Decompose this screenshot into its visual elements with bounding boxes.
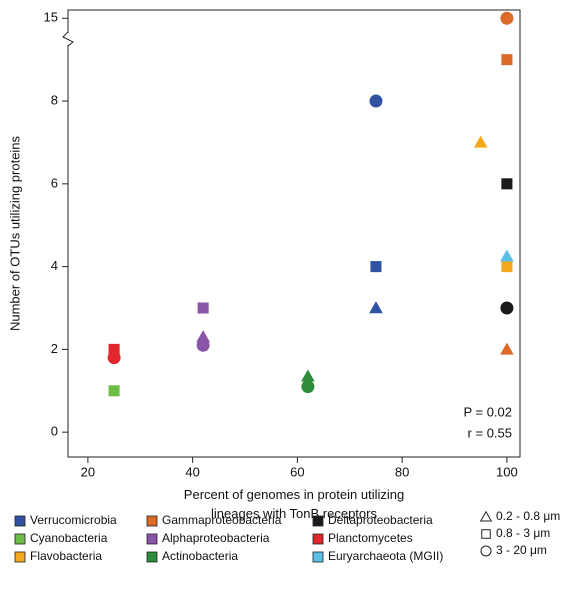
point — [196, 338, 210, 352]
y-tick-label: 15 — [44, 10, 58, 25]
y-tick-label: 2 — [51, 341, 58, 356]
size-legend-label: 0.2 - 0.8 μm — [496, 509, 560, 523]
annotation: P = 0.02 — [463, 404, 512, 419]
point — [197, 302, 209, 314]
x-axis-label: Percent of genomes in protein utilizing l… — [184, 487, 404, 521]
legend-label: Gammaproteobacteria — [162, 513, 282, 527]
point — [196, 330, 210, 343]
legend-swatch — [14, 515, 26, 527]
legend-label: Verrucomicrobia — [30, 513, 117, 527]
legend-swatch — [312, 533, 324, 545]
legend-swatch — [14, 551, 26, 563]
legend-swatch — [146, 515, 158, 527]
y-tick-label: 8 — [51, 92, 58, 107]
legend-swatch — [312, 551, 324, 563]
point — [500, 342, 514, 355]
y-tick-label: 0 — [51, 424, 58, 439]
point — [301, 380, 315, 394]
legend-swatch — [146, 551, 158, 563]
point — [107, 351, 121, 365]
plot-frame — [67, 9, 521, 458]
size-legend-marker — [479, 510, 493, 522]
axis-break — [62, 10, 74, 47]
point — [500, 11, 514, 25]
x-tick-label: 60 — [290, 464, 304, 479]
legend-label: Cyanobacteria — [30, 531, 108, 545]
legend-label: Actinobacteria — [162, 549, 238, 563]
annotation: r = 0.55 — [468, 425, 512, 440]
point — [301, 369, 315, 382]
legend-label: Euryarchaeota (MGII) — [328, 549, 443, 563]
x-tick-label: 20 — [81, 464, 95, 479]
legend-label: Deltaproteobacteria — [328, 513, 433, 527]
point — [370, 261, 382, 273]
point — [501, 54, 513, 66]
point — [501, 178, 513, 190]
y-tick-label: 4 — [51, 258, 58, 273]
point — [500, 301, 514, 315]
legend-swatch — [14, 533, 26, 545]
y-axis-label: Number of OTUs utilizing proteins — [7, 135, 22, 331]
legend-label: Planctomycetes — [328, 531, 413, 545]
size-legend-marker — [480, 545, 492, 557]
legend-label: Flavobacteria — [30, 549, 102, 563]
size-legend-marker — [481, 529, 491, 539]
size-legend-label: 3 - 20 μm — [496, 543, 547, 557]
y-tick-label: 6 — [51, 175, 58, 190]
legend-label: Alphaproteobacteria — [162, 531, 270, 545]
x-tick-label: 80 — [395, 464, 409, 479]
point — [108, 343, 120, 355]
point — [369, 94, 383, 108]
point — [473, 135, 488, 148]
point — [108, 385, 120, 397]
legend-swatch — [312, 515, 324, 527]
point — [501, 261, 513, 273]
point — [369, 301, 383, 314]
size-legend-label: 0.8 - 3 μm — [496, 526, 550, 540]
legend-swatch — [146, 533, 158, 545]
point — [500, 249, 514, 262]
x-tick-label: 100 — [496, 464, 518, 479]
x-tick-label: 40 — [185, 464, 199, 479]
